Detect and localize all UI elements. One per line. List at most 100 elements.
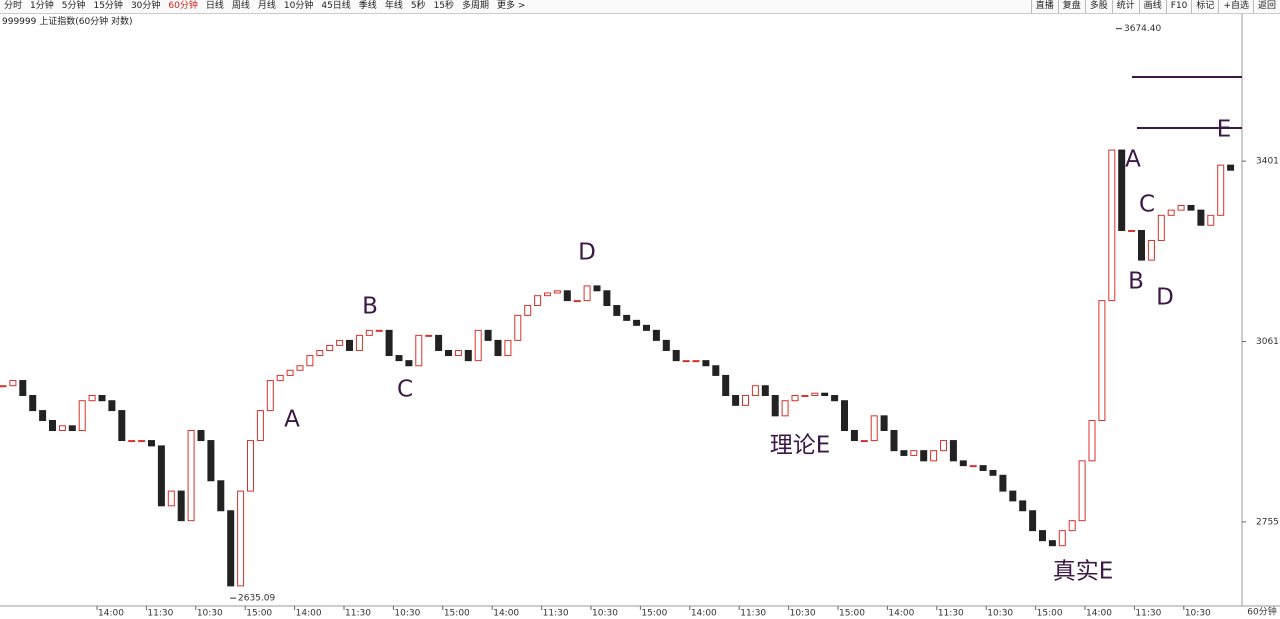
candle	[791, 395, 799, 402]
candle	[979, 465, 987, 471]
toolbar-button[interactable]: 分时	[4, 1, 23, 11]
toolbar-button[interactable]: 1分钟	[30, 1, 54, 11]
candle	[286, 369, 294, 376]
candle	[0, 385, 7, 388]
candle	[197, 430, 205, 442]
candle	[969, 465, 977, 468]
candle	[831, 395, 839, 402]
toolbar-button[interactable]: 周线	[231, 1, 250, 11]
candle	[29, 395, 37, 412]
x-tick-label: 10:30	[394, 609, 420, 619]
candle	[1078, 460, 1086, 522]
candle	[1118, 149, 1126, 231]
candle	[949, 440, 957, 462]
candle	[1187, 204, 1195, 211]
candle	[128, 440, 136, 443]
candle	[652, 329, 660, 341]
candle	[1207, 214, 1215, 226]
x-tick-label: 15:00	[641, 609, 667, 619]
candle	[316, 349, 324, 357]
candle	[801, 395, 809, 398]
toolbar-button[interactable]: 5秒	[410, 1, 426, 11]
toolbar-button[interactable]: 直播	[1030, 0, 1058, 13]
toolbar-button[interactable]: 60分钟	[168, 1, 198, 11]
candle	[256, 410, 264, 442]
candle	[326, 344, 334, 351]
candle	[19, 380, 27, 397]
toolbar-button[interactable]: 统计	[1111, 0, 1139, 13]
toolbar-button[interactable]: 45日线	[321, 1, 351, 11]
toolbar-button[interactable]: 15分钟	[93, 1, 123, 11]
toolbar: 分时 1分钟 5分钟 15分钟 30分钟 60分钟 日线 周线 月线 10分钟 45日线 季线 年线 5秒…	[0, 0, 1280, 14]
candle	[1197, 209, 1205, 226]
toolbar-button[interactable]: 多股	[1084, 0, 1112, 13]
toolbar-button[interactable]: 10分钟	[283, 1, 314, 11]
candle	[58, 425, 66, 432]
toolbar-button[interactable]: 5分钟	[61, 1, 86, 11]
extreme-label: 3674.40	[1124, 24, 1161, 34]
candle	[1177, 204, 1185, 211]
wave-label: D	[1156, 285, 1174, 311]
candle	[781, 400, 789, 417]
candle	[306, 355, 314, 367]
candle	[247, 440, 254, 492]
toolbar-button[interactable]: 年线	[384, 1, 403, 11]
candle	[662, 339, 670, 351]
x-tick-label: 11:30	[147, 609, 173, 619]
toolbar-button[interactable]: 返回	[1252, 0, 1280, 13]
candle	[1157, 214, 1165, 241]
toolbar-button[interactable]: 多周期	[462, 1, 490, 11]
candle	[474, 329, 482, 362]
toolbar-button[interactable]: 更多 >	[497, 1, 526, 11]
candle	[544, 292, 551, 297]
candle	[850, 430, 858, 442]
candle	[880, 415, 888, 432]
toolbar-button[interactable]: +自选	[1218, 0, 1253, 13]
candle	[692, 360, 700, 363]
candle	[1019, 500, 1027, 512]
toolbar-button[interactable]: 标记	[1191, 0, 1218, 13]
period-tabs: 分时 1分钟 5分钟 15分钟 30分钟 60分钟 日线 周线 月线 10分钟 45日线 季线 年线 5秒…	[0, 0, 529, 13]
toolbar-button[interactable]: 30分钟	[130, 1, 161, 11]
wave-label: A	[284, 407, 300, 433]
x-tick-label: 14:00	[493, 609, 519, 619]
wave-label: D	[578, 240, 596, 266]
period-label: 60分钟	[1247, 606, 1276, 618]
x-tick-label: 14:00	[296, 609, 322, 619]
candle	[177, 490, 185, 522]
candle	[375, 329, 383, 332]
toolbar-button[interactable]: 月线	[257, 1, 276, 11]
x-tick-label: 11:30	[740, 609, 766, 619]
candle	[900, 450, 908, 456]
candle	[742, 395, 749, 406]
candle	[425, 334, 433, 337]
tool-buttons: 直播 复盘 多股 统计 画线 F10 标记 +自选 返回	[1030, 0, 1280, 13]
candle	[217, 480, 225, 512]
candle	[148, 440, 155, 447]
toolbar-button[interactable]: 15秒	[433, 1, 455, 11]
candle	[841, 400, 848, 432]
x-tick-label: 11:30	[345, 609, 371, 619]
candle	[940, 440, 947, 452]
candle	[999, 474, 1007, 492]
candle	[761, 385, 769, 397]
candle	[405, 360, 413, 367]
x-tick-label: 14:00	[98, 609, 124, 619]
candle	[187, 430, 195, 522]
toolbar-button[interactable]: 复盘	[1057, 0, 1085, 13]
candle	[534, 295, 542, 307]
candle	[395, 355, 403, 362]
toolbar-button[interactable]: 画线	[1138, 0, 1166, 13]
candle	[672, 349, 680, 362]
candle	[484, 329, 492, 341]
y-tick-label: 2755	[1256, 517, 1279, 527]
candle	[266, 380, 274, 412]
toolbar-button[interactable]: 季线	[358, 1, 377, 11]
toolbar-button[interactable]: 日线	[205, 1, 224, 11]
x-tick-label: 15:00	[1037, 609, 1063, 619]
candle	[920, 450, 928, 462]
extreme-label: 2635.09	[238, 594, 275, 604]
toolbar-button[interactable]: F10	[1165, 0, 1192, 13]
